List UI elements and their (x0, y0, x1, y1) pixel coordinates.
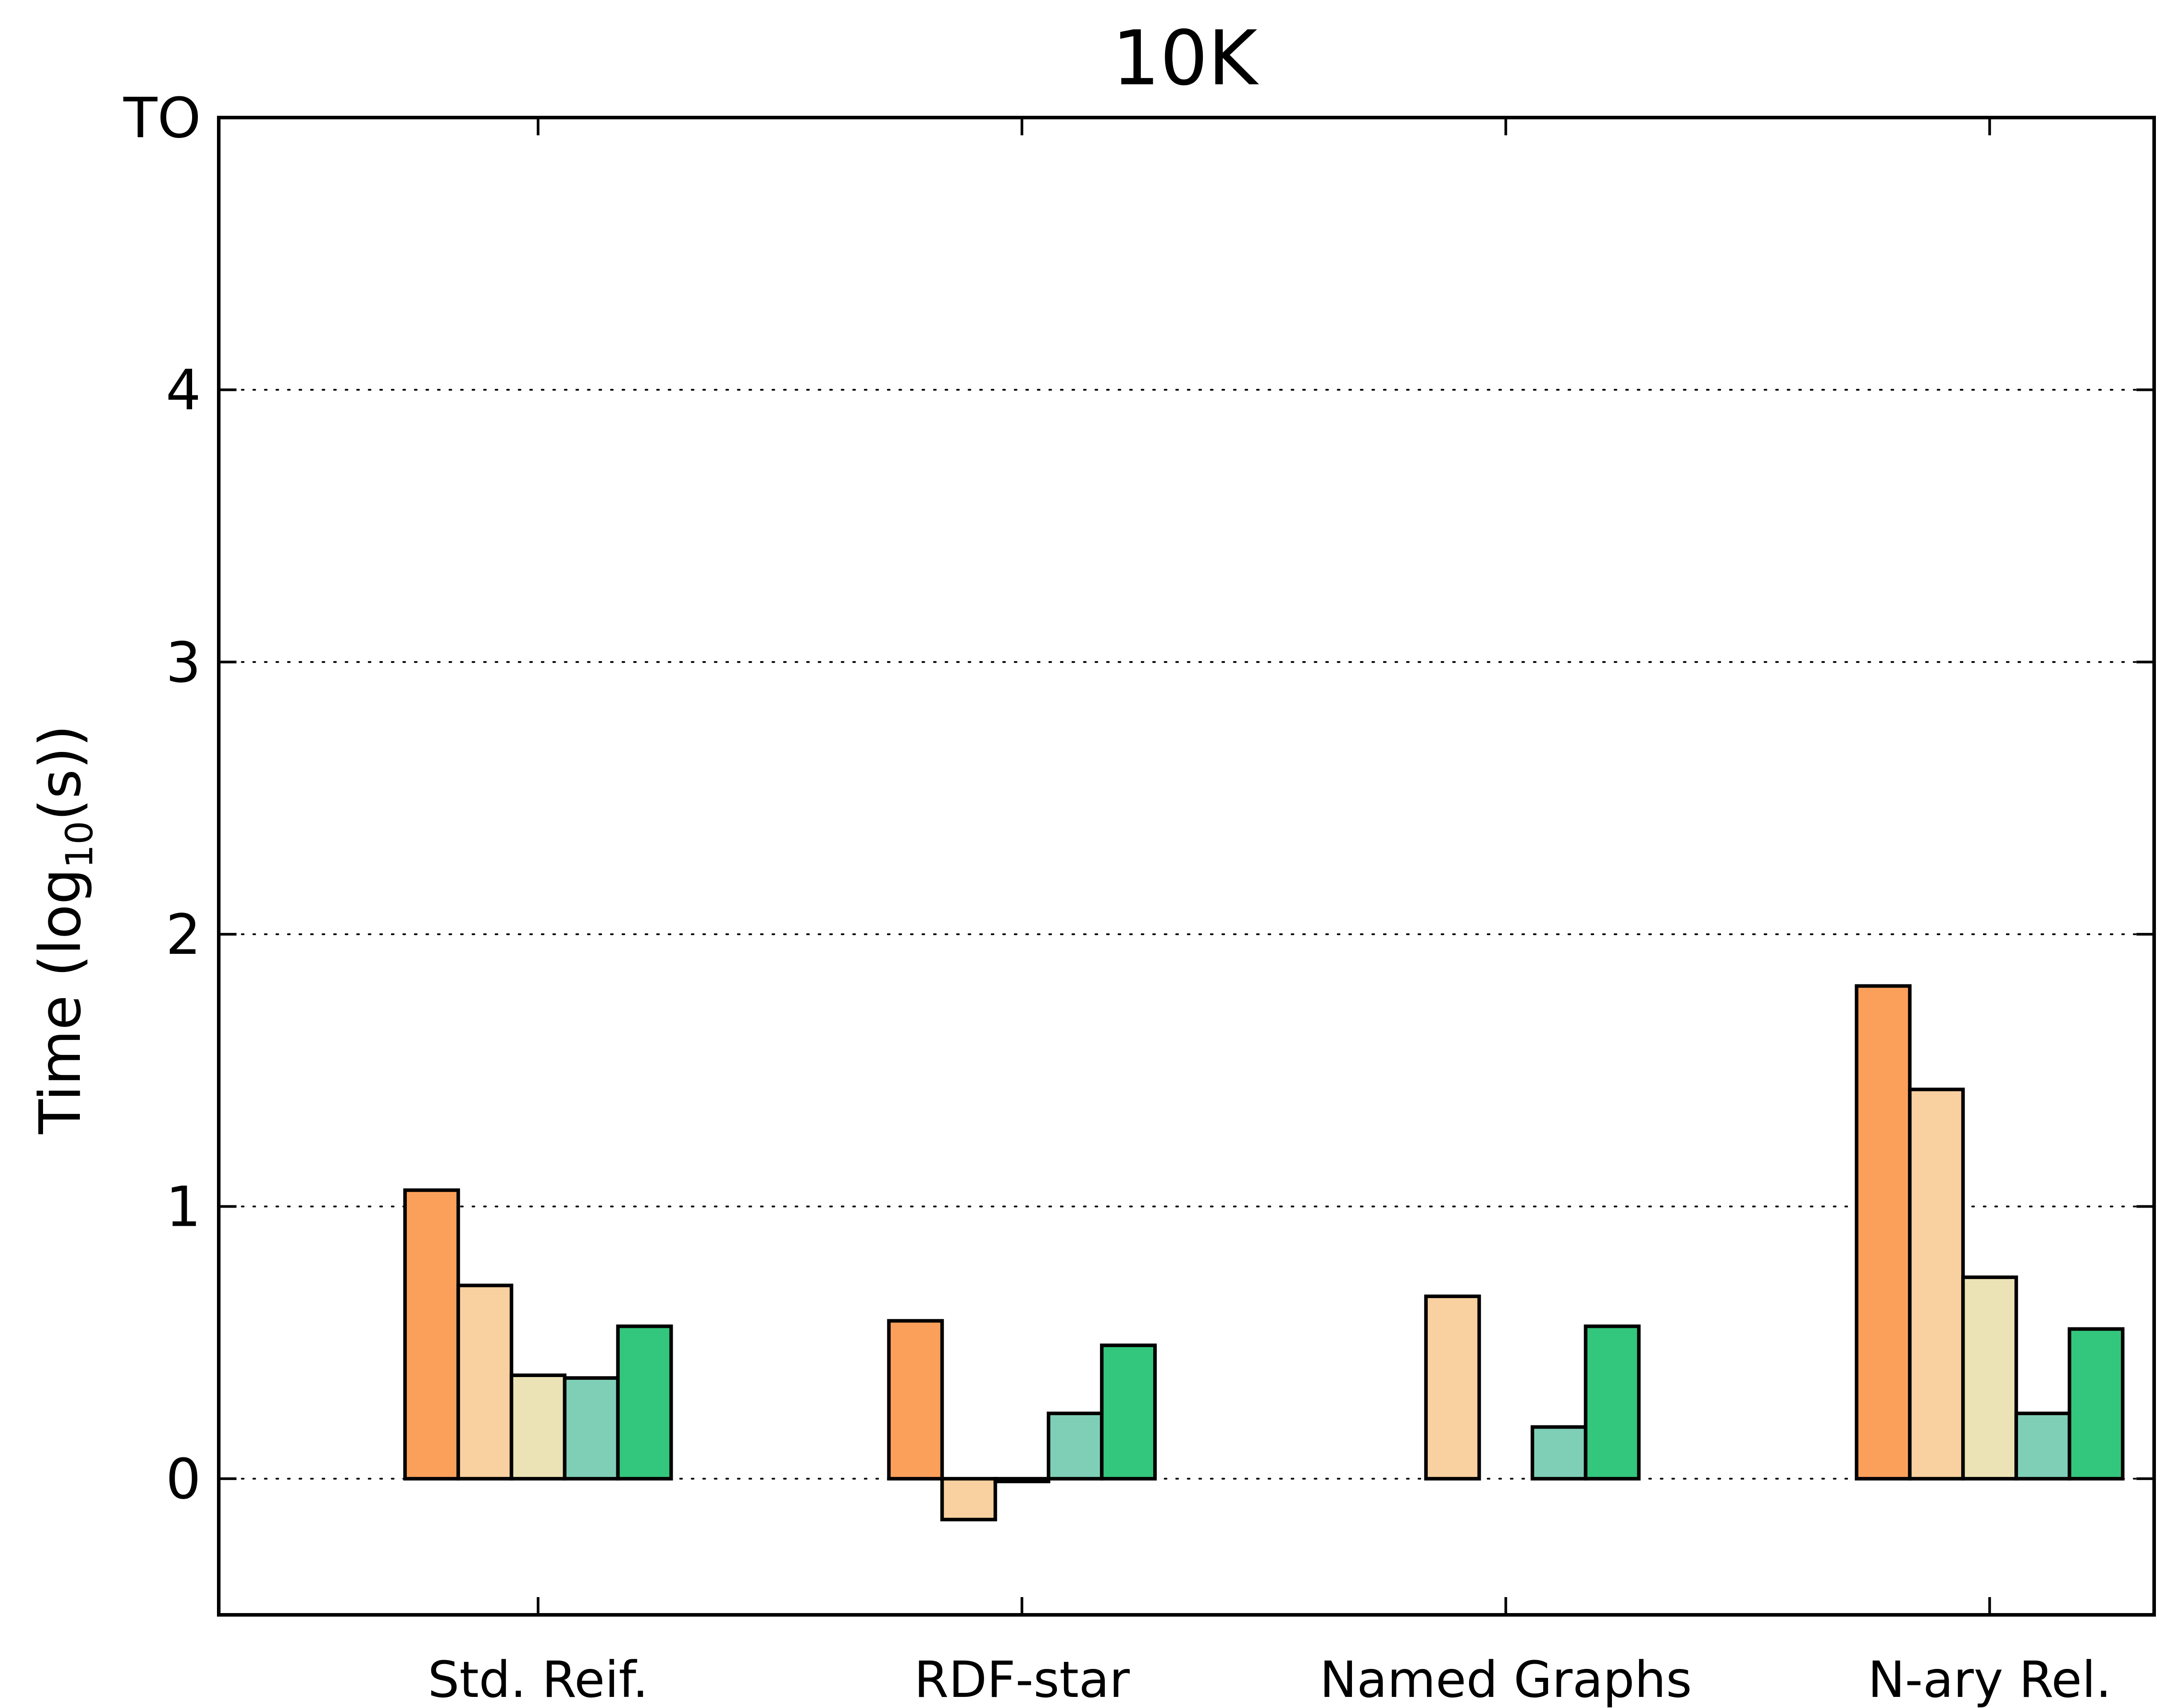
y-axis-label: Time (log10(s)) (28, 725, 101, 1134)
axes (217, 116, 2156, 1617)
bar (563, 1376, 620, 1481)
bar (509, 1373, 567, 1481)
bar (1047, 1411, 1104, 1481)
bar (1855, 984, 1912, 1481)
y-tick-label: 1 (165, 1175, 201, 1240)
bar (403, 1188, 460, 1481)
bar (940, 1477, 997, 1522)
x-tick-label: RDF-star (914, 1651, 1130, 1708)
bars (403, 984, 2125, 1522)
bar (1584, 1324, 1641, 1481)
bar (1424, 1295, 1481, 1481)
chart-title: 10K (1112, 15, 1259, 102)
plot-frame (217, 116, 2156, 1617)
y-tick-label: 4 (165, 358, 201, 423)
y-axis-label-suffix: (s)) (28, 725, 94, 821)
bar (616, 1324, 673, 1481)
bar (2068, 1327, 2125, 1481)
x-tick-label: Std. Reif. (428, 1651, 648, 1708)
y-tick-label: 0 (165, 1447, 201, 1511)
tick-labels: 0 1 2 3 4 TO Std. Reif. RDF-star Named Graphs N-a… (123, 86, 2112, 1708)
bar (1530, 1425, 1588, 1481)
bar (1100, 1343, 1157, 1481)
y-tick-label: TO (123, 86, 201, 150)
bar (2014, 1411, 2072, 1481)
y-axis-label-subscript: 10 (58, 821, 101, 868)
x-tick-label: Named Graphs (1320, 1651, 1692, 1708)
y-tick-label: 3 (165, 630, 201, 695)
bar (1908, 1087, 1965, 1481)
bar (993, 1477, 1051, 1484)
bar (456, 1283, 513, 1481)
bar (1961, 1275, 2018, 1481)
y-axis-label-prefix: Time (log (28, 868, 94, 1134)
y-tick-label: 2 (165, 903, 201, 967)
bar (887, 1319, 944, 1481)
x-tick-label: N-ary Rel. (1868, 1651, 2112, 1708)
